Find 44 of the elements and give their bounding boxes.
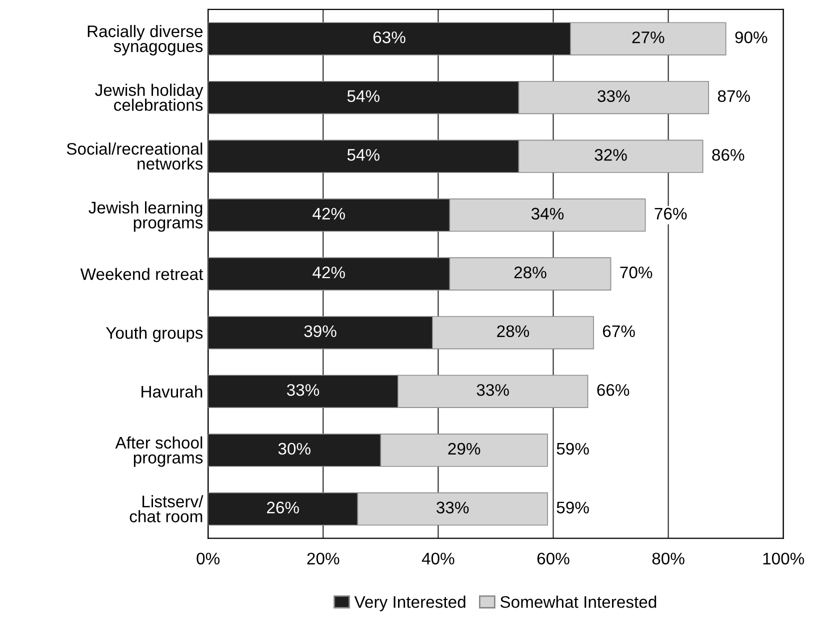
data-label: 33% xyxy=(598,90,630,102)
data-label: 28% xyxy=(497,325,530,338)
data-label: 54% xyxy=(347,90,380,102)
x-tick-label: 80% xyxy=(652,552,684,564)
total-label: 70% xyxy=(620,266,652,278)
data-label: 32% xyxy=(594,149,627,161)
legend-label: Somewhat Interested xyxy=(500,596,656,608)
data-label: 54% xyxy=(347,149,380,161)
y-tick-label: Social/recreational networks xyxy=(66,142,203,170)
y-tick-label: Havurah xyxy=(142,385,202,398)
data-label: 42% xyxy=(312,266,345,278)
y-tick-label: Weekend retreat xyxy=(80,268,204,280)
data-label: 33% xyxy=(436,502,469,514)
total-label: 59% xyxy=(556,502,589,514)
data-label: 26% xyxy=(267,502,299,514)
data-label: 33% xyxy=(286,384,320,396)
y-tick-label: Racially diverse synagogues xyxy=(88,24,203,56)
y-tick-label: Listserv/ chat room xyxy=(130,495,204,522)
data-label: 63% xyxy=(373,31,406,44)
y-tick-label: After school programs xyxy=(115,436,203,467)
y-tick-label: Jewish learning programs xyxy=(88,201,203,232)
data-label: 33% xyxy=(476,384,509,396)
data-label: 29% xyxy=(448,442,480,455)
data-label: 27% xyxy=(632,31,664,44)
y-tick-label: Jewish holiday celebrations xyxy=(95,84,204,111)
data-label: 30% xyxy=(278,442,310,455)
total-label: 76% xyxy=(654,208,687,220)
x-tick-label: 60% xyxy=(537,552,570,564)
x-tick-label: 40% xyxy=(422,552,454,564)
total-label: 66% xyxy=(597,384,630,396)
data-label: 39% xyxy=(304,325,336,338)
data-label: 28% xyxy=(514,266,546,278)
total-label: 67% xyxy=(602,325,635,338)
total-label: 59% xyxy=(556,442,589,455)
data-label: 42% xyxy=(312,208,345,220)
total-label: 87% xyxy=(718,90,750,102)
total-label: 86% xyxy=(712,149,744,161)
data-label: 34% xyxy=(531,208,564,220)
x-tick-label: 20% xyxy=(307,552,340,564)
x-tick-label: 0% xyxy=(196,552,220,564)
total-label: 90% xyxy=(735,31,768,44)
legend-label: Very Interested xyxy=(354,596,466,612)
x-tick-label: 100% xyxy=(763,552,804,564)
y-tick-label: Youth groups xyxy=(106,326,203,342)
